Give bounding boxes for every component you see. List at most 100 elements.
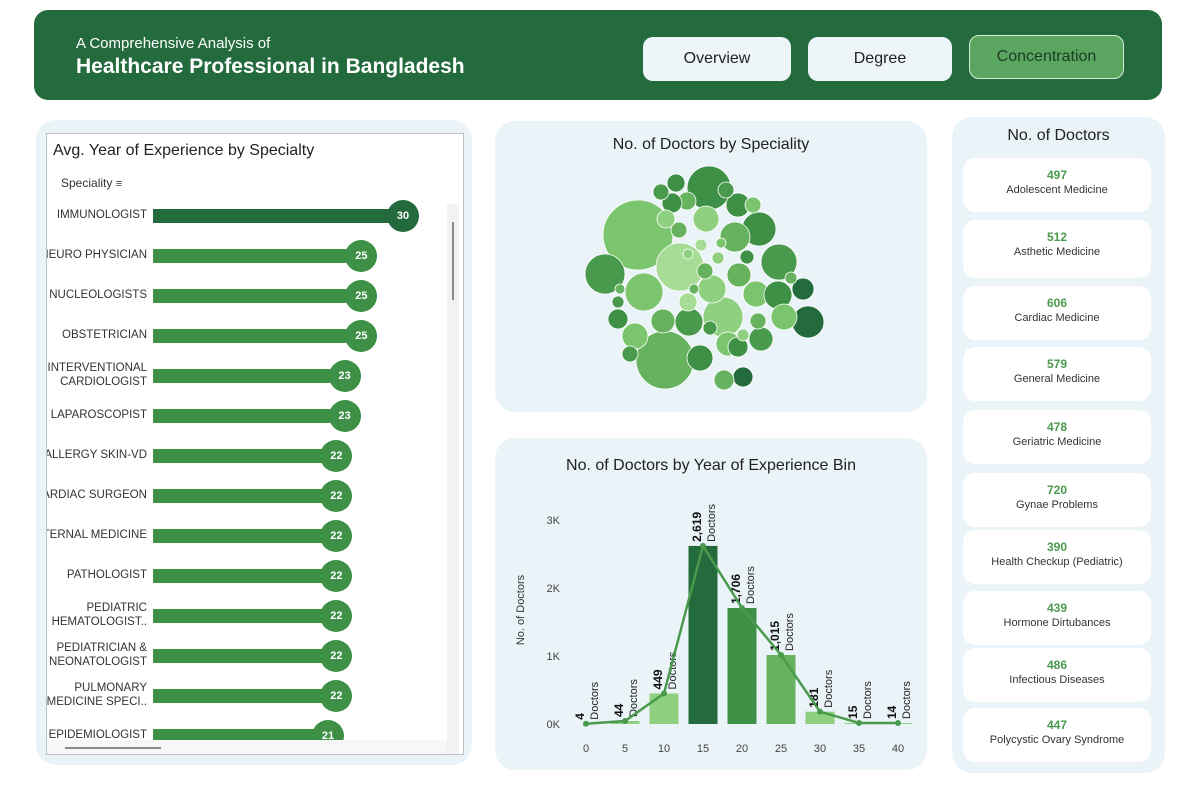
experience-bar-row[interactable]: OBSTETRICIAN 25 xyxy=(47,316,447,356)
specialty-bubble[interactable] xyxy=(697,274,727,304)
specialty-bubble[interactable] xyxy=(717,181,735,199)
specialty-bubble[interactable] xyxy=(713,369,735,391)
specialty-bubble[interactable] xyxy=(621,345,639,363)
horizontal-scrollbar-thumb[interactable] xyxy=(65,747,161,749)
specialty-bubble[interactable] xyxy=(611,295,625,309)
trend-point[interactable] xyxy=(778,651,784,658)
experience-bar-row[interactable]: NEURO PHYSICIAN 25 xyxy=(47,236,447,276)
specialty-bubble[interactable] xyxy=(682,248,694,260)
specialty-bubble[interactable] xyxy=(784,271,798,285)
doctor-count-card[interactable]: 579 General Medicine xyxy=(963,347,1151,401)
experience-bar[interactable] xyxy=(153,449,337,463)
experience-bar[interactable] xyxy=(153,329,362,343)
sort-icon[interactable]: ≡ xyxy=(115,178,123,190)
experience-bar-row[interactable]: ALLERGY SKIN-VD 22 xyxy=(47,436,447,476)
specialty-bubble[interactable] xyxy=(744,196,762,214)
doctor-count-card[interactable]: 439 Hormone Dirtubances xyxy=(963,591,1151,645)
overview-tab[interactable]: Overview xyxy=(643,37,791,81)
trend-point[interactable] xyxy=(700,542,706,549)
specialty-bubble[interactable] xyxy=(650,308,676,334)
experience-bar[interactable] xyxy=(153,649,337,663)
specialty-bubble[interactable] xyxy=(748,326,774,352)
specialty-bubble[interactable] xyxy=(696,262,714,280)
specialty-bubble[interactable] xyxy=(736,328,750,342)
experience-bar-row[interactable]: CARDIAC SURGEON 22 xyxy=(47,476,447,516)
specialty-bubble[interactable] xyxy=(739,249,755,265)
vertical-scrollbar-thumb[interactable] xyxy=(452,222,454,300)
trend-point[interactable] xyxy=(622,718,628,725)
experience-bar-row[interactable]: INTERVENTIONAL CARDIOLOGIST 23 xyxy=(47,356,447,396)
experience-bar-row[interactable]: PEDIATRIC HEMATOLOGIST.. 22 xyxy=(47,596,447,636)
specialty-bubble[interactable] xyxy=(670,221,688,239)
concentration-tab[interactable]: Concentration xyxy=(969,35,1124,79)
trend-point[interactable] xyxy=(661,690,667,697)
specialty-bubble[interactable] xyxy=(760,243,798,281)
specialty-bubble[interactable] xyxy=(678,292,698,312)
specialty-bubble[interactable] xyxy=(652,183,670,201)
experience-bar[interactable] xyxy=(153,409,345,423)
trend-point[interactable] xyxy=(739,604,745,611)
experience-bar-row[interactable]: NUCLEOLOGISTS 25 xyxy=(47,276,447,316)
doctor-count-card[interactable]: 478 Geriatric Medicine xyxy=(963,410,1151,464)
trend-point[interactable] xyxy=(895,720,901,727)
histogram-bar[interactable] xyxy=(688,545,718,724)
vertical-scrollbar-track[interactable] xyxy=(447,204,459,754)
experience-bar-row[interactable]: IMMUNOLOGIST 30 xyxy=(47,196,447,236)
specialty-bubble[interactable] xyxy=(719,221,751,253)
doctor-count-card[interactable]: 447 Polycystic Ovary Syndrome xyxy=(963,708,1151,762)
specialty-bubble[interactable] xyxy=(791,277,815,301)
experience-bar-row[interactable]: INTERNAL MEDICINE 22 xyxy=(47,516,447,556)
doctor-count-card[interactable]: 486 Infectious Diseases xyxy=(963,648,1151,702)
specialty-bubble[interactable] xyxy=(686,344,714,372)
histogram-bar[interactable] xyxy=(727,607,757,724)
trend-point[interactable] xyxy=(817,708,823,715)
specialty-bubble[interactable] xyxy=(715,237,727,249)
doctor-count-card[interactable]: 497 Adolescent Medicine xyxy=(963,158,1151,212)
speciality-column-header[interactable]: Speciality ≡ xyxy=(61,176,122,190)
degree-tab[interactable]: Degree xyxy=(808,37,952,81)
specialty-bubble[interactable] xyxy=(711,251,725,265)
doctor-count-card[interactable]: 512 Asthetic Medicine xyxy=(963,220,1151,278)
doctor-count-card[interactable]: 720 Gynae Problems xyxy=(963,473,1151,527)
specialty-bubble[interactable] xyxy=(666,173,686,193)
specialty-bubble[interactable] xyxy=(770,303,798,331)
specialty-bubble[interactable] xyxy=(584,253,626,295)
specialty-bubble[interactable] xyxy=(791,305,825,339)
specialty-bubble[interactable] xyxy=(694,238,708,252)
specialty-bubble[interactable] xyxy=(688,283,700,295)
specialty-bubble[interactable] xyxy=(624,272,664,312)
doctor-count-label: Health Checkup (Pediatric) xyxy=(991,556,1123,568)
specialty-bubble[interactable] xyxy=(621,322,649,350)
doctor-count-card[interactable]: 606 Cardiac Medicine xyxy=(963,286,1151,340)
trend-point[interactable] xyxy=(583,720,589,727)
experience-bar[interactable] xyxy=(153,609,337,623)
specialty-bubble[interactable] xyxy=(614,283,626,295)
specialty-bubble[interactable] xyxy=(726,262,752,288)
experience-bar[interactable] xyxy=(153,729,328,743)
trend-point[interactable] xyxy=(856,719,862,726)
histogram-bar[interactable] xyxy=(649,693,679,724)
specialty-bubble[interactable] xyxy=(749,312,767,330)
experience-bar[interactable] xyxy=(153,209,403,223)
specialty-bubble[interactable] xyxy=(674,307,704,337)
specialty-bubble[interactable] xyxy=(692,205,720,233)
experience-bar-row[interactable]: PATHOLOGIST 22 xyxy=(47,556,447,596)
specialty-bubble[interactable] xyxy=(732,366,754,388)
experience-bar-row[interactable]: PEDIATRICIAN & NEONATOLOGIST 22 xyxy=(47,636,447,676)
experience-bar[interactable] xyxy=(153,369,345,383)
experience-bar[interactable] xyxy=(153,489,337,503)
specialty-bubble[interactable] xyxy=(655,242,705,292)
histogram-bar[interactable] xyxy=(766,654,796,724)
experience-bar[interactable] xyxy=(153,249,362,263)
experience-bar[interactable] xyxy=(153,689,337,703)
doctor-count-card[interactable]: 390 Health Checkup (Pediatric) xyxy=(963,530,1151,584)
experience-bar[interactable] xyxy=(153,529,337,543)
specialty-bubble[interactable] xyxy=(656,209,676,229)
experience-bar[interactable] xyxy=(153,569,337,583)
specialty-bubble[interactable] xyxy=(607,308,629,330)
experience-bar[interactable] xyxy=(153,289,362,303)
experience-bar-row[interactable]: LAPAROSCOPIST 23 xyxy=(47,396,447,436)
horizontal-scrollbar-track[interactable] xyxy=(47,740,447,754)
specialty-bubble[interactable] xyxy=(702,320,718,336)
experience-bar-row[interactable]: PULMONARY MEDICINE SPECI.. 22 xyxy=(47,676,447,716)
